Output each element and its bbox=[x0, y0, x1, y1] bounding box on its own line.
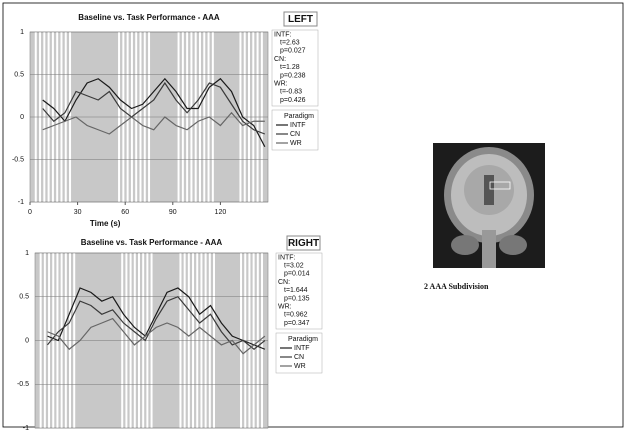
stat-line: WR: bbox=[274, 81, 288, 88]
stat-line: t=2.63 bbox=[280, 40, 300, 47]
stat-line: p=0.014 bbox=[284, 271, 310, 278]
legend-label: WR bbox=[290, 140, 302, 147]
y-tick-label: 0.5 bbox=[19, 294, 29, 301]
brain-image bbox=[433, 143, 545, 268]
stat-line: t=3.02 bbox=[284, 263, 304, 270]
y-tick-label: 0.5 bbox=[14, 71, 24, 78]
x-axis-label: Time (s) bbox=[90, 219, 121, 228]
stat-line: INTF: bbox=[278, 254, 296, 261]
stat-line: INTF: bbox=[274, 31, 292, 38]
stat-line: p=0.426 bbox=[280, 97, 306, 104]
y-tick-label: 1 bbox=[25, 250, 29, 257]
y-tick-label: -1 bbox=[23, 425, 29, 430]
side-label: LEFT bbox=[288, 14, 313, 25]
stat-line: t=1.28 bbox=[280, 64, 300, 71]
stat-line: CN: bbox=[278, 279, 290, 286]
stat-line: WR: bbox=[278, 304, 292, 311]
legend-title: Paradigm bbox=[288, 336, 318, 343]
stat-line: p=0.135 bbox=[284, 295, 310, 302]
chart-title: Baseline vs. Task Performance - AAA bbox=[78, 13, 220, 22]
legend-label: INTF bbox=[290, 122, 306, 129]
y-tick-label: -0.5 bbox=[17, 381, 29, 388]
stat-line: CN: bbox=[274, 56, 286, 63]
y-tick-label: 0 bbox=[25, 337, 29, 344]
y-tick-label: 0 bbox=[20, 114, 24, 121]
stat-line: p=0.027 bbox=[280, 48, 306, 55]
x-tick-label: 60 bbox=[121, 209, 129, 216]
stat-line: p=0.238 bbox=[280, 72, 306, 79]
legend-label: INTF bbox=[294, 345, 310, 352]
stat-line: p=0.347 bbox=[284, 320, 310, 327]
legend-title: Paradigm bbox=[284, 113, 314, 120]
x-tick-label: 30 bbox=[74, 209, 82, 216]
page: 2 AAA Subdivision Baseline vs. Task Perf… bbox=[0, 0, 628, 430]
figure-caption: 2 AAA Subdivision bbox=[424, 282, 489, 291]
chart-title: Baseline vs. Task Performance - AAA bbox=[81, 238, 223, 247]
y-tick-label: -0.5 bbox=[12, 156, 24, 163]
legend-label: CN bbox=[294, 354, 304, 361]
side-label: RIGHT bbox=[288, 238, 319, 249]
stat-line: t=-0.83 bbox=[280, 89, 302, 96]
y-tick-label: 1 bbox=[20, 29, 24, 36]
legend-label: CN bbox=[290, 131, 300, 138]
y-tick-label: -1 bbox=[18, 199, 24, 206]
x-tick-label: 90 bbox=[169, 209, 177, 216]
x-tick-label: 120 bbox=[215, 209, 227, 216]
legend-label: WR bbox=[294, 363, 306, 370]
stat-line: t=1.644 bbox=[284, 287, 308, 294]
x-tick-label: 0 bbox=[28, 209, 32, 216]
stat-line: t=0.962 bbox=[284, 312, 308, 319]
